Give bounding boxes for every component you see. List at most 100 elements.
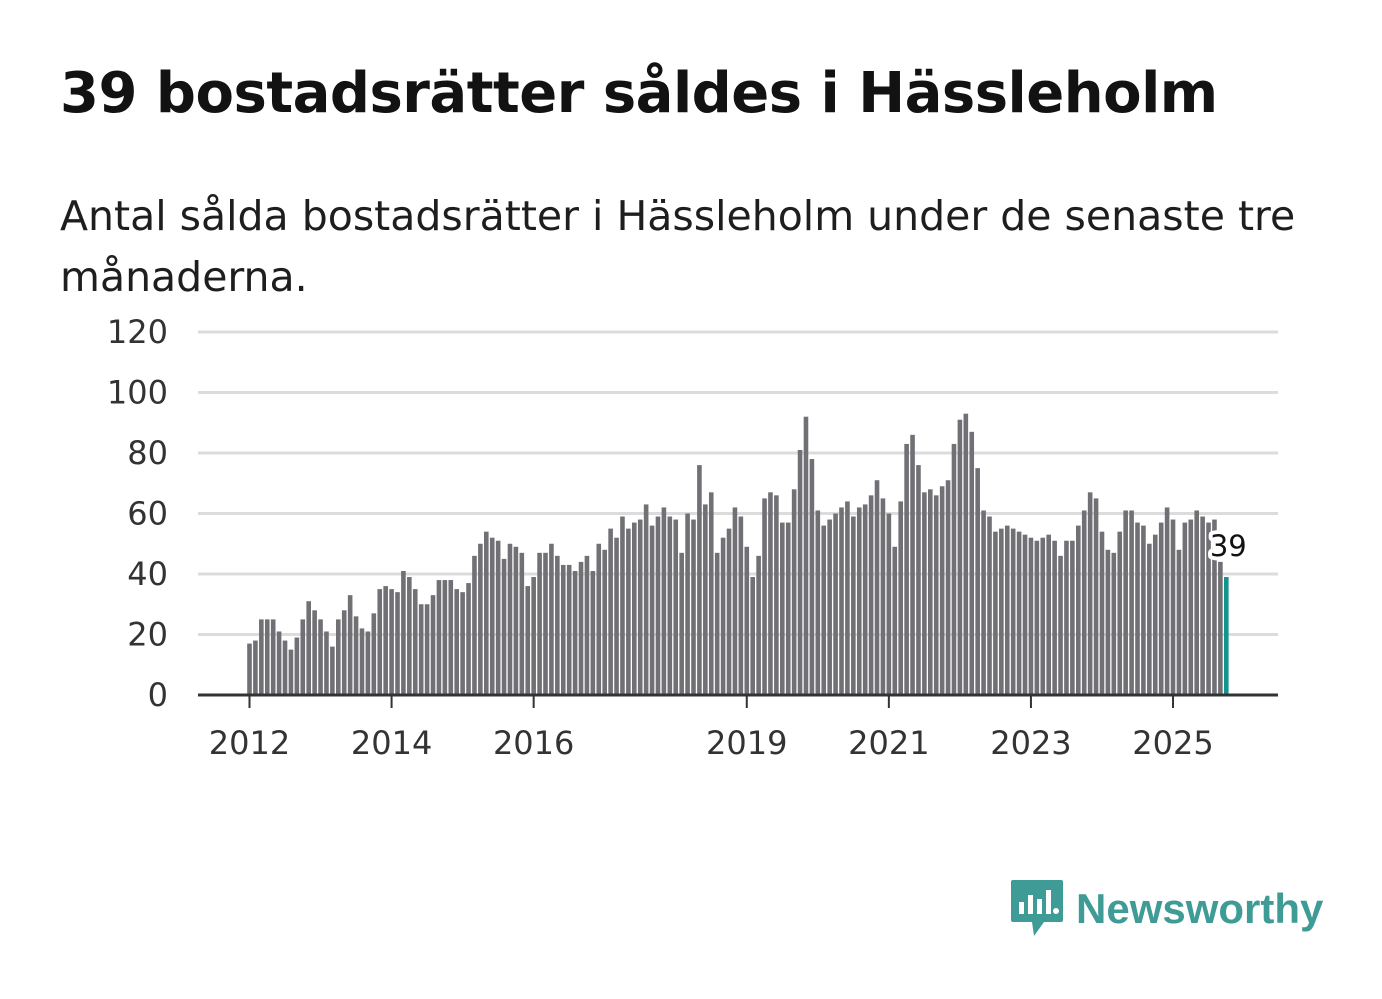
bar [324,631,329,695]
bar [1111,552,1117,695]
bar [330,646,335,695]
bar [1147,543,1152,695]
bar [259,619,264,696]
bar [359,628,365,695]
bar [448,580,454,695]
bar [566,564,572,695]
bar [608,528,613,696]
bar [886,513,892,695]
bar [501,558,507,696]
bar [957,419,963,695]
bar [803,416,809,695]
bar [484,531,489,695]
bar [928,489,933,695]
bar [549,543,554,695]
bar [1076,525,1081,695]
bar [987,516,992,695]
bar [507,543,513,695]
bar [282,640,288,695]
bar [347,595,353,695]
bar [874,480,880,695]
bar [395,592,400,695]
bar [1212,519,1217,695]
bar [1093,498,1099,696]
bar [951,443,957,695]
y-tick-label: 100 [107,374,168,412]
bar [933,495,939,695]
bar [365,631,371,695]
bar [300,619,306,696]
bar [732,507,738,695]
bar [1016,531,1022,695]
bar [418,604,424,695]
data-label-halo: 39 [1210,529,1247,563]
bar [691,519,696,695]
bar [312,610,317,695]
y-tick-label: 60 [127,495,168,533]
bar [1176,549,1182,695]
bar [827,519,832,695]
y-tick-label: 20 [127,616,168,654]
bar [454,589,459,696]
bar [1058,555,1063,695]
x-axis: 2012 2014 2016 2019 2021 2023 2025 [198,693,1278,762]
bar [720,537,726,695]
bar [1194,510,1199,695]
bar [791,489,797,695]
bar [673,519,679,695]
bar [708,492,714,695]
bar [466,583,471,695]
chart-title: 39 bostadsrätter såldes i Hässleholm [60,61,1218,126]
bar [945,480,951,695]
y-tick-label: 40 [127,555,168,593]
bar [1070,540,1075,695]
x-tick-label: 2023 [990,724,1071,762]
bar [637,519,643,695]
bar [602,549,607,695]
bar [436,580,442,695]
bar [424,604,430,695]
bar [489,537,495,695]
x-tick-label: 2014 [351,724,432,762]
bar [389,589,394,696]
bar [768,492,773,695]
bar [738,516,744,695]
bar [1040,537,1046,695]
bar [632,522,637,695]
bar [679,552,684,695]
y-tick-label: 120 [107,313,168,351]
highlight-bar [1224,577,1229,695]
bar [341,610,347,695]
y-axis-labels: 0 20 40 60 80 100 120 [107,313,168,714]
bar [898,501,903,695]
bar [1164,507,1170,695]
bar [1010,528,1016,696]
bar [584,555,590,695]
x-tick-label: 2016 [493,724,574,762]
bar [856,507,862,695]
bar [797,449,803,695]
bar [851,516,856,695]
bar [519,552,525,695]
x-tick-label: 2012 [209,724,290,762]
bar [495,540,501,695]
bar [643,504,649,695]
bar [868,495,874,695]
bar [478,543,483,695]
x-tick-label: 2025 [1132,724,1213,762]
bar [1206,522,1211,695]
bar [1052,540,1057,695]
bar [1099,531,1105,695]
bar [649,525,655,695]
bar [590,570,596,695]
bar [531,577,536,695]
bar [993,531,998,695]
bar [525,586,531,695]
bar [1087,492,1093,695]
bar [472,555,477,695]
bar [1200,516,1205,695]
bar [412,589,418,696]
newsworthy-logo[interactable]: Newsworthy [1010,878,1323,940]
bar [294,637,300,695]
